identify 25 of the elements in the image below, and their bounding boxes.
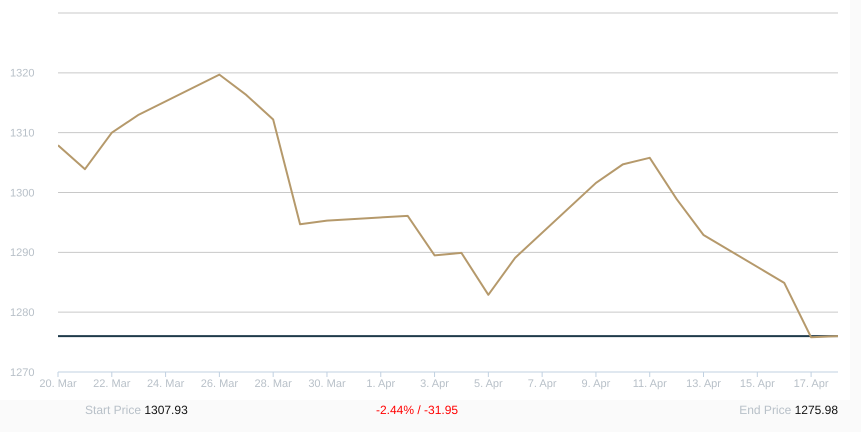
x-tick-label: 24. Mar bbox=[146, 378, 185, 390]
line-series bbox=[58, 74, 838, 338]
x-tick-label: 17. Apr bbox=[794, 378, 829, 390]
x-tick-label: 26. Mar bbox=[200, 378, 238, 390]
x-tick-label: 30. Mar bbox=[308, 378, 346, 390]
x-tick-label: 7. Apr bbox=[528, 378, 557, 390]
x-tick-label: 28. Mar bbox=[254, 378, 292, 390]
x-tick-label: 22. Mar bbox=[93, 378, 131, 390]
y-tick-label: 1290 bbox=[10, 247, 34, 260]
y-tick-label: 1320 bbox=[10, 68, 34, 80]
text: End Price 1275.98 bbox=[739, 403, 838, 417]
x-tick-label: 20. Mar bbox=[39, 378, 77, 390]
x-tick-label: 3. Apr bbox=[420, 378, 450, 390]
text: Start Price 1307.93 bbox=[85, 403, 188, 417]
x-tick-label: 11. Apr bbox=[632, 378, 668, 390]
y-tick-label: 1270 bbox=[10, 366, 34, 379]
x-tick-label: 5. Apr bbox=[474, 378, 504, 390]
y-tick-label: 1280 bbox=[10, 307, 34, 320]
x-tick-label: 13. Apr bbox=[686, 378, 722, 390]
y-tick-label: 1310 bbox=[10, 128, 34, 140]
y-tick-label: 1300 bbox=[10, 187, 34, 200]
text: -2.44% / -31.95 bbox=[376, 403, 458, 417]
x-tick-label: 1. Apr bbox=[366, 378, 396, 390]
x-tick-label: 9. Apr bbox=[582, 378, 611, 390]
x-tick-label: 15. Apr bbox=[740, 378, 776, 390]
